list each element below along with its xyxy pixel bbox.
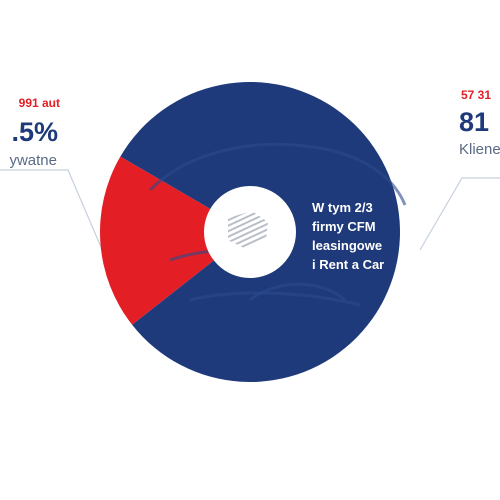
right-percent-label: 81	[459, 107, 490, 137]
car-outline-line	[148, 142, 407, 206]
center-line-3: leasingowe	[312, 238, 383, 253]
center-line-1: W tym 2/3	[312, 200, 373, 215]
left-percent-label: .5%	[11, 117, 58, 147]
left-connector-line	[0, 169, 111, 269]
hatched-logo-icon	[228, 211, 268, 248]
right-category-label: Kliene	[459, 141, 500, 158]
right-connector-line	[419, 177, 500, 251]
center-annotation: W tym 2/3 firmy CFM leasingowe i Rent a …	[312, 198, 384, 274]
left-category-label: ywatne	[9, 152, 57, 169]
left-count-label: 991 aut	[18, 96, 60, 110]
donut-slice-prywatne	[100, 156, 250, 325]
center-line-2: firmy CFM	[312, 219, 376, 234]
car-outline-line	[189, 291, 361, 307]
center-line-4: i Rent a Car	[312, 257, 385, 272]
right-count-label: 57 31	[461, 88, 492, 102]
car-outline-line	[249, 282, 346, 302]
